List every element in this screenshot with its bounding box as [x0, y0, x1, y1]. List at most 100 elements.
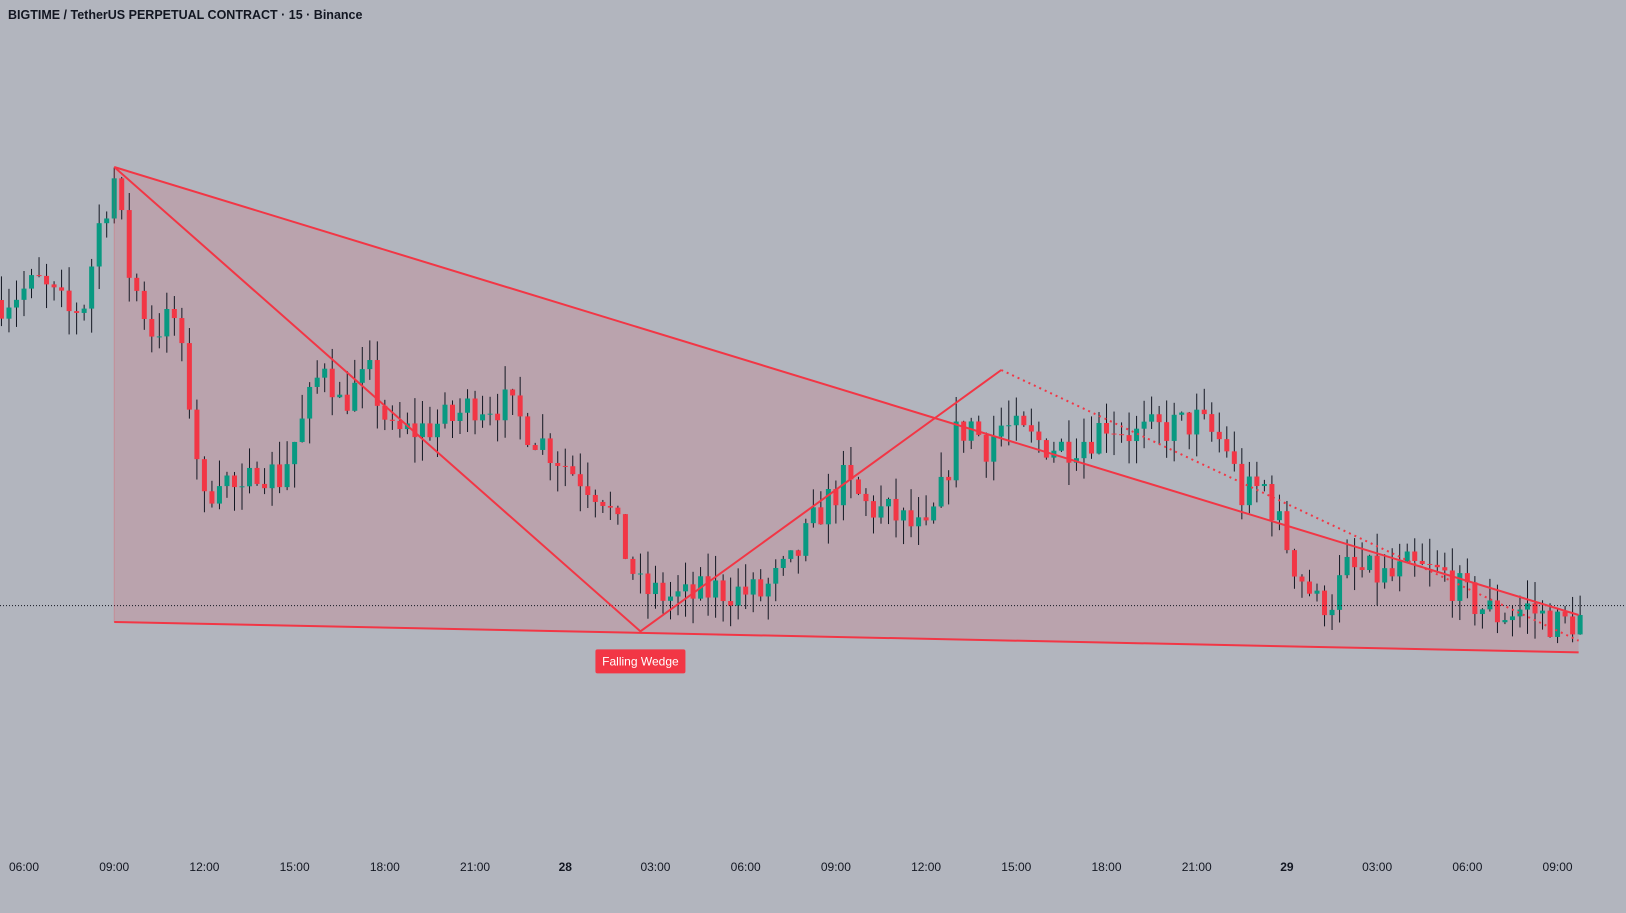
candle-body[interactable]: [1291, 550, 1297, 577]
candle-body[interactable]: [1134, 428, 1140, 442]
candle-body[interactable]: [622, 514, 628, 559]
candle-body[interactable]: [1540, 610, 1546, 614]
candle-body[interactable]: [314, 377, 320, 387]
candle-body[interactable]: [743, 586, 749, 595]
candle-body[interactable]: [29, 275, 35, 289]
candle-body[interactable]: [968, 421, 974, 441]
candle-body[interactable]: [247, 467, 253, 487]
candle-body[interactable]: [344, 394, 350, 411]
candle-body[interactable]: [735, 586, 741, 606]
candle-body[interactable]: [419, 423, 425, 438]
candle-body[interactable]: [284, 464, 290, 488]
candle-body[interactable]: [299, 418, 305, 442]
candle-body[interactable]: [74, 311, 80, 313]
candle-body[interactable]: [991, 436, 997, 462]
candle-body[interactable]: [201, 459, 207, 492]
candle-body[interactable]: [1374, 555, 1380, 583]
candle-body[interactable]: [465, 398, 471, 413]
candle-body[interactable]: [44, 275, 50, 285]
candle-body[interactable]: [683, 584, 689, 592]
candle-body[interactable]: [630, 558, 636, 574]
candle-body[interactable]: [397, 420, 403, 430]
candle-body[interactable]: [1058, 441, 1064, 451]
candle-body[interactable]: [1239, 463, 1245, 506]
candle-body[interactable]: [254, 467, 260, 484]
candle-body[interactable]: [607, 505, 613, 508]
candle-body[interactable]: [1246, 476, 1252, 506]
candle-body[interactable]: [216, 486, 222, 504]
candle-body[interactable]: [780, 558, 786, 568]
candle-body[interactable]: [510, 389, 516, 396]
candle-body[interactable]: [1352, 556, 1358, 568]
candle-body[interactable]: [171, 309, 177, 319]
candle-body[interactable]: [848, 465, 854, 480]
candle-body[interactable]: [1419, 560, 1425, 564]
candle-body[interactable]: [1006, 425, 1012, 427]
candle-body[interactable]: [179, 318, 185, 344]
candle-body[interactable]: [983, 434, 989, 462]
candle-body[interactable]: [1442, 567, 1448, 571]
candle-body[interactable]: [810, 507, 816, 524]
candle-body[interactable]: [1434, 564, 1440, 568]
candle-body[interactable]: [186, 343, 192, 410]
candle-body[interactable]: [961, 421, 967, 441]
candle-body[interactable]: [1013, 415, 1019, 426]
candle-body[interactable]: [705, 576, 711, 598]
candle-body[interactable]: [472, 398, 478, 421]
candle-body[interactable]: [1254, 476, 1260, 487]
candle-body[interactable]: [1231, 451, 1237, 464]
candle-body[interactable]: [412, 423, 418, 438]
candle-body[interactable]: [1171, 414, 1177, 441]
candle-body[interactable]: [713, 580, 719, 598]
candle-body[interactable]: [675, 591, 681, 597]
candle-body[interactable]: [668, 596, 674, 601]
candle-body[interactable]: [1389, 568, 1395, 577]
candle-body[interactable]: [750, 579, 756, 595]
candle-body[interactable]: [1449, 570, 1455, 601]
candle-body[interactable]: [209, 491, 215, 504]
candle-body[interactable]: [728, 601, 734, 606]
candle-body[interactable]: [36, 275, 42, 277]
candle-body[interactable]: [1036, 431, 1042, 441]
candle-body[interactable]: [1021, 415, 1027, 426]
candle-body[interactable]: [134, 277, 140, 291]
candle-body[interactable]: [517, 395, 523, 417]
candle-body[interactable]: [1479, 609, 1485, 615]
candle-body[interactable]: [645, 573, 651, 595]
candle-body[interactable]: [1547, 610, 1553, 637]
candle-body[interactable]: [1209, 414, 1215, 432]
candle-body[interactable]: [1306, 581, 1312, 594]
candle-body[interactable]: [1494, 600, 1500, 623]
candle-body[interactable]: [946, 476, 952, 481]
candle-body[interactable]: [1329, 609, 1335, 616]
candle-body[interactable]: [1269, 484, 1275, 521]
candle-body[interactable]: [156, 336, 162, 338]
candle-body[interactable]: [269, 464, 275, 489]
candle-body[interactable]: [1028, 425, 1034, 432]
candle-body[interactable]: [51, 284, 57, 288]
candle-body[interactable]: [765, 583, 771, 597]
candle-body[interactable]: [758, 579, 764, 597]
candle-body[interactable]: [119, 178, 125, 211]
candle-body[interactable]: [833, 489, 839, 506]
candle-body[interactable]: [825, 489, 831, 525]
candle-body[interactable]: [870, 501, 876, 518]
candle-body[interactable]: [916, 517, 922, 527]
candle-body[interactable]: [1502, 620, 1508, 623]
candle-body[interactable]: [1344, 556, 1350, 576]
candle-body[interactable]: [13, 299, 19, 308]
candle-body[interactable]: [59, 287, 65, 291]
candle-body[interactable]: [96, 223, 102, 267]
candle-body[interactable]: [292, 441, 298, 465]
candle-body[interactable]: [66, 290, 72, 312]
candle-body[interactable]: [660, 582, 666, 601]
candle-body[interactable]: [855, 479, 861, 494]
candle-body[interactable]: [998, 425, 1004, 437]
candle-body[interactable]: [908, 510, 914, 527]
candle-body[interactable]: [480, 414, 486, 421]
candle-body[interactable]: [1562, 611, 1568, 617]
candle-body[interactable]: [1126, 435, 1132, 442]
candle-body[interactable]: [495, 413, 501, 421]
candle-body[interactable]: [803, 523, 809, 556]
candle-body[interactable]: [111, 178, 117, 219]
